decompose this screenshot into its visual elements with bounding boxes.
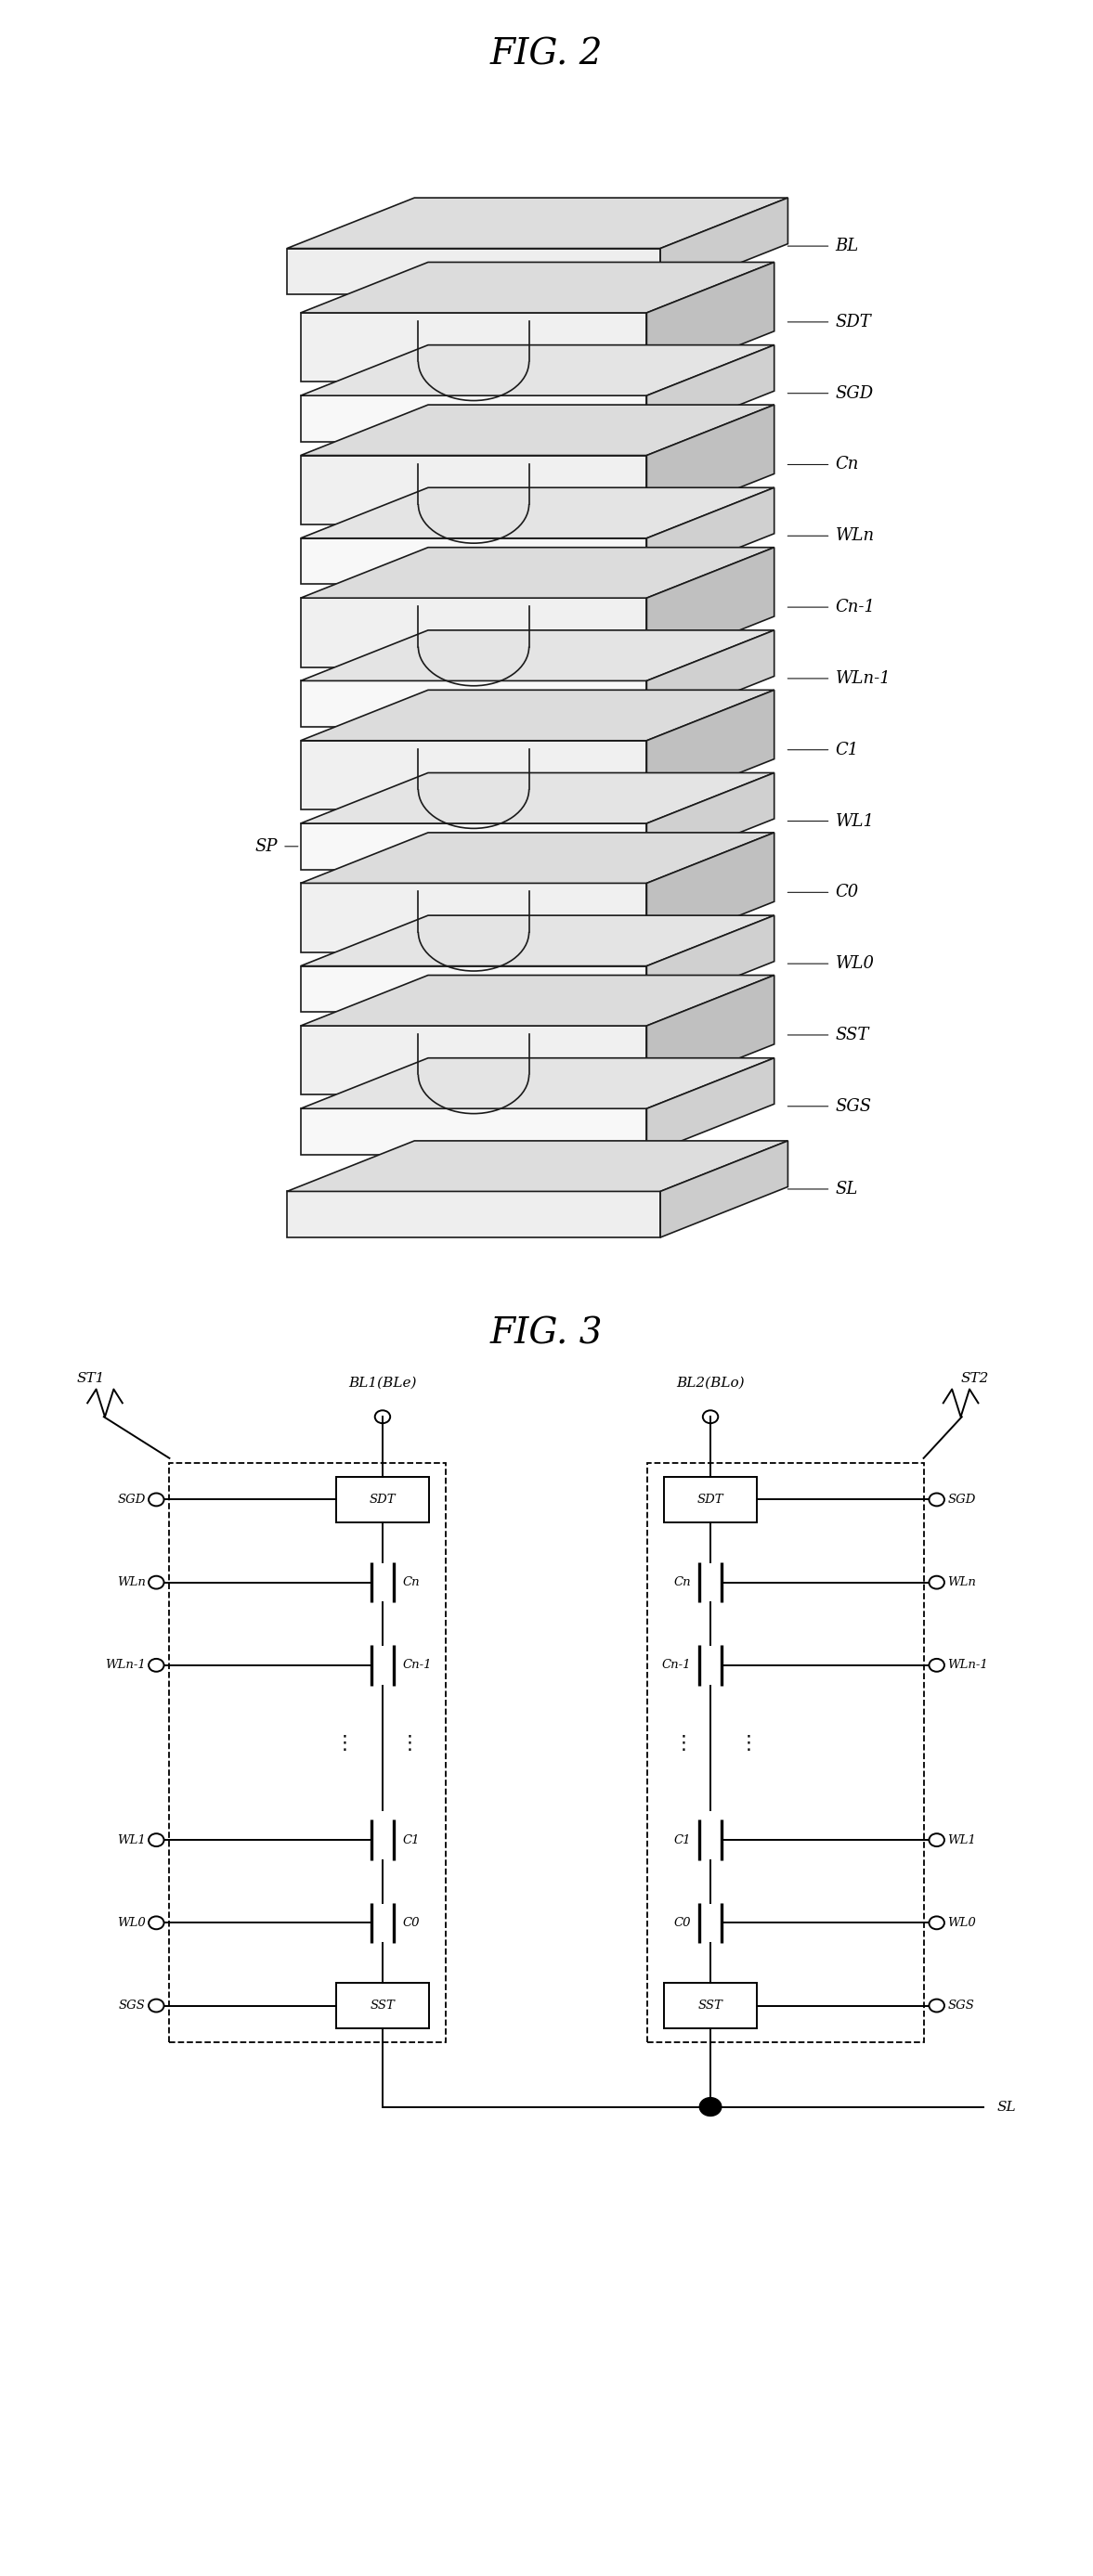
- Text: C0: C0: [835, 884, 859, 902]
- Text: SGS: SGS: [835, 1097, 871, 1115]
- Polygon shape: [301, 549, 774, 598]
- Text: SDT: SDT: [835, 314, 871, 330]
- Polygon shape: [647, 263, 774, 381]
- Text: C1: C1: [673, 1834, 691, 1847]
- Polygon shape: [286, 247, 660, 294]
- Polygon shape: [647, 914, 774, 1012]
- Text: WLn: WLn: [835, 528, 874, 544]
- Polygon shape: [647, 690, 774, 809]
- Text: WLn-1: WLn-1: [948, 1659, 988, 1672]
- Text: Cn: Cn: [402, 1577, 420, 1589]
- Text: Cn-1: Cn-1: [661, 1659, 691, 1672]
- FancyBboxPatch shape: [337, 1476, 428, 1522]
- Polygon shape: [301, 631, 774, 680]
- Polygon shape: [647, 487, 774, 585]
- Polygon shape: [301, 966, 647, 1012]
- Text: WL0: WL0: [117, 1917, 145, 1929]
- Polygon shape: [301, 345, 774, 397]
- Polygon shape: [301, 487, 774, 538]
- Text: FIG. 3: FIG. 3: [490, 1316, 603, 1352]
- Polygon shape: [301, 742, 647, 809]
- Polygon shape: [301, 404, 774, 456]
- Text: SGS: SGS: [948, 1999, 975, 2012]
- Text: ST1: ST1: [77, 1370, 105, 1386]
- Text: WLn: WLn: [948, 1577, 976, 1589]
- Polygon shape: [301, 1108, 647, 1154]
- Text: ST2: ST2: [961, 1370, 989, 1386]
- Polygon shape: [301, 680, 647, 726]
- Text: FIG. 2: FIG. 2: [490, 39, 603, 72]
- Text: WL1: WL1: [117, 1834, 145, 1847]
- Text: SL: SL: [835, 1180, 858, 1198]
- Text: SP: SP: [255, 837, 278, 855]
- FancyBboxPatch shape: [665, 1984, 756, 2030]
- Polygon shape: [647, 404, 774, 526]
- Polygon shape: [647, 631, 774, 726]
- Polygon shape: [647, 345, 774, 440]
- Text: SST: SST: [835, 1028, 869, 1043]
- Text: BL: BL: [835, 237, 859, 255]
- Text: ⋮: ⋮: [334, 1734, 354, 1752]
- Polygon shape: [301, 312, 647, 381]
- Text: SGS: SGS: [118, 1999, 145, 2012]
- Text: Cn: Cn: [673, 1577, 691, 1589]
- Text: C0: C0: [673, 1917, 691, 1929]
- Text: Cn-1: Cn-1: [402, 1659, 432, 1672]
- Text: SGD: SGD: [948, 1494, 976, 1504]
- Polygon shape: [301, 1059, 774, 1108]
- Circle shape: [700, 2097, 721, 2115]
- Text: WLn-1: WLn-1: [105, 1659, 145, 1672]
- Text: WLn: WLn: [117, 1577, 145, 1589]
- FancyBboxPatch shape: [665, 1476, 756, 1522]
- Text: WL0: WL0: [948, 1917, 976, 1929]
- Text: SST: SST: [371, 1999, 395, 2012]
- Polygon shape: [286, 1190, 660, 1236]
- Text: WL0: WL0: [835, 956, 874, 971]
- Polygon shape: [660, 198, 788, 294]
- Text: SST: SST: [698, 1999, 722, 2012]
- Polygon shape: [301, 824, 647, 871]
- Text: WLn-1: WLn-1: [835, 670, 891, 688]
- Text: C0: C0: [402, 1917, 420, 1929]
- Polygon shape: [301, 976, 774, 1025]
- Text: SL: SL: [997, 2099, 1016, 2112]
- Polygon shape: [301, 397, 647, 440]
- Polygon shape: [301, 538, 647, 585]
- Polygon shape: [647, 976, 774, 1095]
- Polygon shape: [286, 198, 788, 247]
- Text: Cn-1: Cn-1: [835, 598, 875, 616]
- Text: Cn: Cn: [835, 456, 859, 474]
- Polygon shape: [301, 832, 774, 884]
- Polygon shape: [301, 263, 774, 312]
- Polygon shape: [647, 832, 774, 953]
- Text: C1: C1: [835, 742, 859, 757]
- Text: C1: C1: [402, 1834, 420, 1847]
- FancyBboxPatch shape: [337, 1984, 428, 2030]
- Polygon shape: [301, 914, 774, 966]
- Text: SDT: SDT: [697, 1494, 724, 1504]
- Polygon shape: [301, 456, 647, 526]
- Polygon shape: [301, 598, 647, 667]
- Text: BL1(BLe): BL1(BLe): [349, 1376, 416, 1388]
- Text: ⋮: ⋮: [400, 1734, 420, 1752]
- Polygon shape: [647, 549, 774, 667]
- Polygon shape: [301, 690, 774, 742]
- Polygon shape: [647, 1059, 774, 1154]
- Text: SGD: SGD: [835, 384, 873, 402]
- Polygon shape: [286, 1141, 788, 1190]
- Text: BL2(BLo): BL2(BLo): [677, 1376, 744, 1388]
- Text: ⋮: ⋮: [739, 1734, 759, 1752]
- Text: ⋮: ⋮: [673, 1734, 693, 1752]
- Text: WL1: WL1: [948, 1834, 976, 1847]
- Polygon shape: [301, 884, 647, 953]
- Polygon shape: [647, 773, 774, 871]
- Polygon shape: [301, 1025, 647, 1095]
- Polygon shape: [660, 1141, 788, 1236]
- Text: SGD: SGD: [117, 1494, 145, 1504]
- Polygon shape: [301, 773, 774, 824]
- Text: SDT: SDT: [369, 1494, 396, 1504]
- Text: WL1: WL1: [835, 814, 874, 829]
